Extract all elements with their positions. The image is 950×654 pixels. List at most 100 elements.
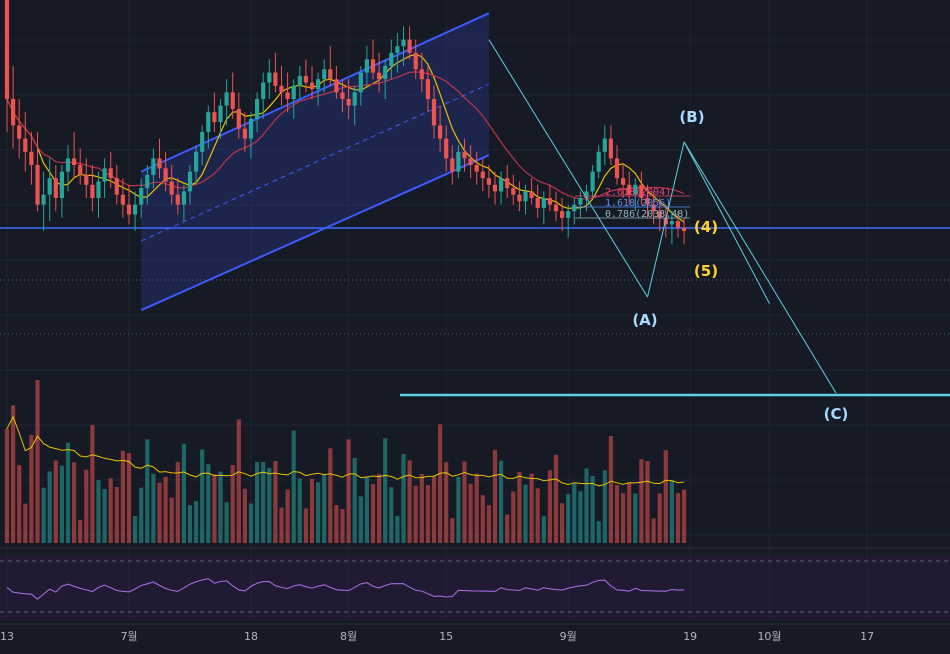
volume-bar [395, 516, 400, 543]
candle-body [541, 198, 546, 208]
candle-body [248, 118, 254, 139]
volume-bar [541, 516, 546, 543]
volume-bar [236, 419, 241, 543]
candle-body [462, 151, 467, 159]
rsi-band [0, 555, 950, 620]
volume-bar [621, 493, 626, 543]
volume-bar [59, 465, 64, 543]
candle-body [230, 92, 235, 109]
volume-bars [4, 380, 687, 543]
volume-bar [90, 424, 95, 543]
volume-bar [651, 518, 656, 543]
volume-bar [358, 496, 363, 543]
volume-bar [303, 508, 308, 543]
volume-bar [157, 482, 162, 543]
time-tick-label: 19 [683, 630, 697, 643]
candle-body [4, 0, 10, 99]
candle-body [236, 108, 241, 129]
candle-body [614, 158, 620, 179]
volume-bar [41, 487, 46, 543]
volume-bar [340, 509, 345, 543]
candle-body [206, 112, 211, 132]
wave-label: (5) [694, 262, 718, 280]
horizontal-lines[interactable] [0, 227, 950, 397]
candle-body [59, 171, 64, 198]
candlesticks[interactable] [4, 0, 687, 245]
candle-body [126, 204, 132, 215]
volume-bar [590, 475, 595, 543]
volume-bar [297, 478, 302, 543]
volume-bar [267, 467, 272, 543]
volume-bar [602, 470, 607, 543]
volume-bar [4, 428, 10, 543]
volume-bar [553, 454, 559, 543]
candle-body [499, 178, 504, 192]
candle-body [431, 99, 437, 126]
elliott-wave-lines[interactable] [488, 39, 837, 394]
channel-mid-line [140, 83, 490, 242]
candle-body [450, 158, 455, 172]
candle-body [352, 92, 357, 106]
trend-channel[interactable] [140, 12, 490, 312]
volume-bar [505, 514, 510, 543]
candle-body [560, 211, 565, 218]
candle-body [120, 194, 125, 205]
candle-body [535, 198, 540, 208]
candle-body [596, 151, 601, 172]
candle-body [53, 178, 58, 198]
candle-body [11, 99, 16, 126]
volume-bar [187, 505, 193, 543]
wave-line-c-alt [683, 141, 770, 304]
volume-bar [383, 438, 388, 543]
candle-body [29, 151, 34, 165]
volume-bar [334, 505, 339, 543]
volume-bar [102, 488, 107, 543]
volume-bar [578, 491, 583, 543]
candle-body [486, 178, 491, 185]
volume-bar [633, 493, 638, 543]
wave-label: (4) [694, 218, 718, 236]
candle-body [346, 99, 351, 106]
volume-bar [248, 503, 254, 543]
volume-bar [401, 453, 406, 543]
volume-bar [669, 480, 674, 543]
candle-body [480, 171, 485, 179]
volume-bar [529, 473, 534, 543]
candle-body [261, 82, 266, 99]
volume-bar [450, 518, 455, 543]
volume-bar [78, 519, 83, 543]
volume-bar [444, 462, 449, 543]
wave-label: (C) [824, 405, 849, 423]
candle-body [224, 92, 229, 106]
rsi-line [6, 578, 685, 600]
volume-bar [413, 485, 418, 543]
candle-body [139, 188, 144, 205]
candle-body [444, 138, 449, 159]
candle-body [297, 75, 302, 86]
volume-bar [419, 474, 424, 543]
time-tick-label: 18 [244, 630, 258, 643]
candle-body [169, 181, 174, 195]
volume-bar [468, 483, 473, 543]
ma-fast-line [6, 53, 685, 223]
time-tick-label: 15 [439, 630, 453, 643]
volume-bar [181, 443, 186, 543]
volume-bar [328, 448, 333, 543]
volume-bar [126, 453, 132, 543]
volume-bar [163, 476, 168, 543]
volume-bar [657, 493, 662, 543]
candle-body [273, 72, 278, 86]
wave-line-b [647, 141, 685, 298]
volume-bar [389, 487, 394, 543]
candle-body [389, 52, 394, 66]
volume-bar [133, 516, 138, 543]
candle-body [682, 227, 687, 231]
volume-bar [145, 439, 150, 543]
volume-bar [377, 474, 382, 543]
candle-body [291, 85, 296, 99]
wave-labels: (B) (A) (C) (4) (5) [632, 108, 848, 423]
volume-bar [675, 493, 681, 543]
volume-bar [663, 450, 668, 543]
